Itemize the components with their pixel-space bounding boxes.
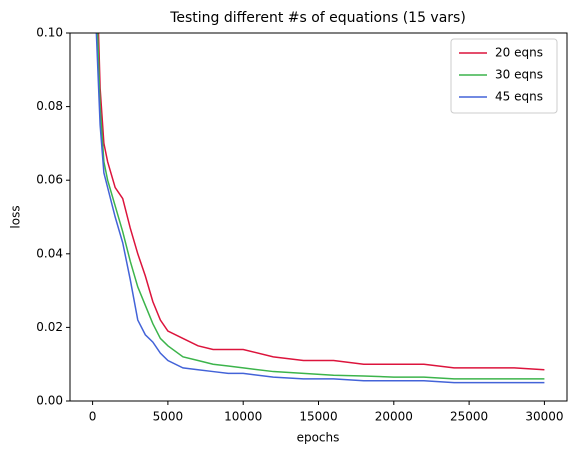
legend-label: 20 eqns [495,46,543,60]
x-tick-label: 15000 [299,410,337,424]
x-tick-label: 5000 [153,410,184,424]
data-line [96,33,545,380]
y-tick-label: 0.08 [36,99,63,113]
legend-label: 45 eqns [495,90,543,104]
x-tick-label: 25000 [450,410,488,424]
y-tick-label: 0.10 [36,26,63,40]
y-tick-label: 0.02 [36,320,63,334]
y-axis-label: loss [9,205,23,228]
legend-label: 30 eqns [495,68,543,82]
data-line [95,33,545,384]
legend-box [450,38,558,114]
x-tick-label: 30000 [525,410,563,424]
x-tick-label: 20000 [375,410,413,424]
y-tick-label: 0.06 [36,173,63,187]
x-axis-label: epochs [297,431,340,445]
y-tick-label: 0.04 [36,246,63,260]
data-line [97,33,545,371]
x-tick-label: 10000 [224,410,262,424]
chart-title: Testing different #s of equations (15 va… [169,10,466,26]
x-tick-label: 0 [89,410,97,424]
y-tick-label: 0.00 [36,394,63,408]
plot-lines [95,33,545,384]
